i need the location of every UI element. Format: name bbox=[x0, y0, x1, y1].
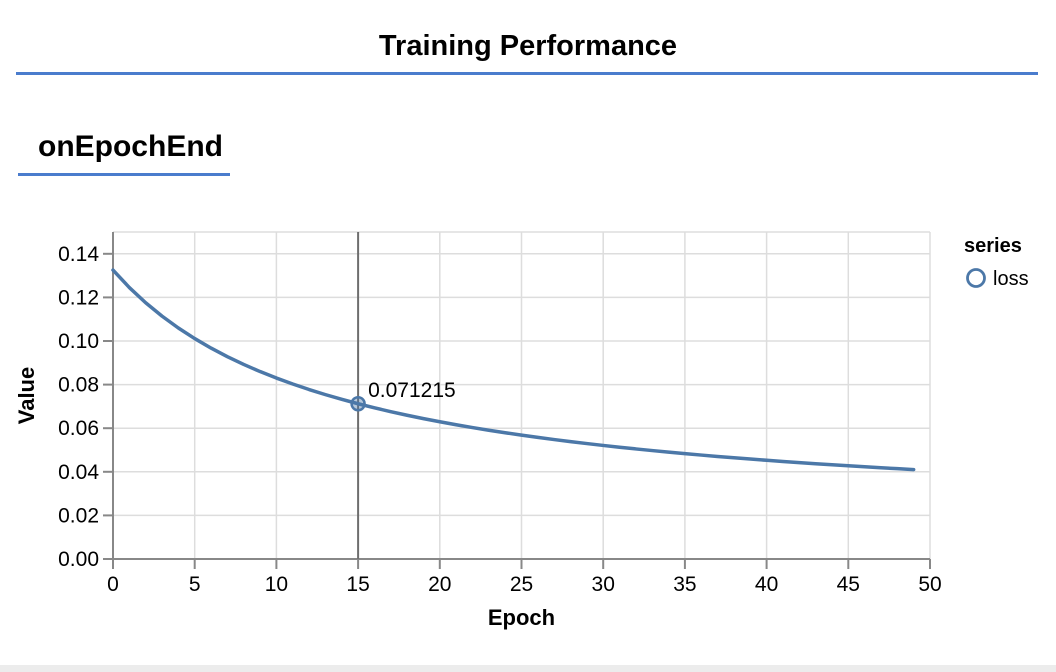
x-axis-title: Epoch bbox=[488, 605, 555, 630]
hover-value-label: 0.071215 bbox=[368, 379, 456, 402]
y-tick-label: 0.14 bbox=[58, 243, 99, 266]
legend-title: series bbox=[964, 235, 1022, 257]
x-tick-label: 5 bbox=[189, 573, 201, 596]
x-tick-label: 30 bbox=[592, 573, 615, 596]
y-tick-label: 0.00 bbox=[58, 548, 99, 571]
x-tick-label: 50 bbox=[918, 573, 941, 596]
y-tick-label: 0.12 bbox=[58, 286, 99, 309]
x-tick-label: 0 bbox=[107, 573, 119, 596]
bottom-strip bbox=[0, 665, 1056, 672]
y-axis-title: Value bbox=[14, 367, 39, 424]
y-tick-label: 0.02 bbox=[58, 504, 99, 527]
y-tick-label: 0.04 bbox=[58, 461, 99, 484]
y-tick-label: 0.10 bbox=[58, 330, 99, 353]
x-tick-label: 35 bbox=[673, 573, 696, 596]
x-tick-label: 15 bbox=[346, 573, 369, 596]
loss-line bbox=[111, 268, 916, 472]
legend-circle-marker-icon bbox=[966, 268, 986, 288]
x-tick-label: 40 bbox=[755, 573, 778, 596]
x-tick-label: 25 bbox=[510, 573, 533, 596]
y-tick-label: 0.06 bbox=[58, 417, 99, 440]
section-heading-block: onEpochEnd bbox=[18, 129, 230, 176]
x-tick-label: 45 bbox=[837, 573, 860, 596]
legend-entry-label: loss bbox=[993, 268, 1029, 290]
x-tick-label: 10 bbox=[265, 573, 288, 596]
section-heading: onEpochEnd bbox=[38, 130, 223, 163]
title-rule bbox=[16, 72, 1038, 75]
y-tick-label: 0.08 bbox=[58, 374, 99, 397]
hover-point-marker bbox=[350, 396, 366, 412]
page-title: Training Performance bbox=[378, 30, 678, 62]
plot-area[interactable] bbox=[113, 232, 930, 559]
x-tick-label: 20 bbox=[428, 573, 451, 596]
